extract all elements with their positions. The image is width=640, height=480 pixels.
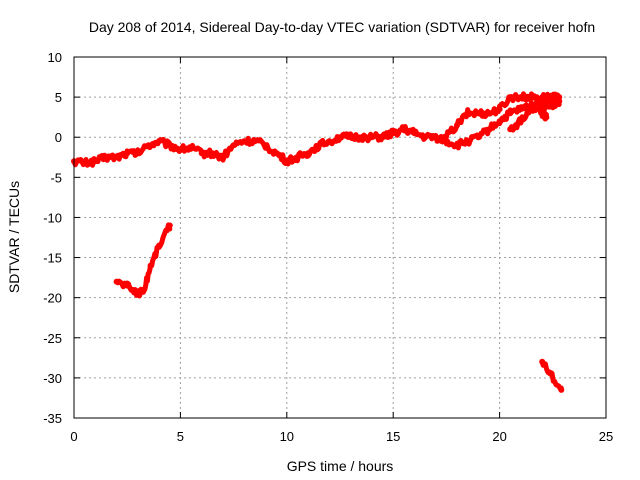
data-point [539, 358, 546, 365]
data-point [486, 110, 492, 117]
data-point [347, 134, 354, 141]
data-point [147, 262, 154, 269]
data-point [251, 138, 258, 145]
data-series [71, 91, 565, 393]
y-axis-label: SDTVAR / TECUs [6, 181, 22, 293]
data-point [166, 142, 173, 149]
data-point [337, 134, 343, 141]
y-tick-label: -20 [43, 291, 62, 306]
data-point [124, 282, 131, 289]
data-point [113, 154, 120, 161]
y-tick-label: -5 [50, 170, 62, 185]
data-point [464, 138, 471, 145]
data-point [539, 94, 546, 101]
data-point [507, 126, 514, 133]
y-tick-label: 0 [55, 130, 62, 145]
data-point [507, 94, 514, 101]
data-point [113, 278, 120, 285]
data-point [92, 158, 99, 165]
data-point [262, 142, 269, 149]
data-point [124, 150, 131, 157]
x-tick-label: 10 [280, 429, 294, 444]
y-tick-label: -35 [43, 411, 62, 426]
data-point [241, 138, 248, 145]
data-point [507, 110, 514, 117]
y-tick-label: -15 [43, 251, 62, 266]
data-point [439, 138, 446, 145]
data-point [315, 142, 322, 149]
series-2 [507, 98, 563, 133]
data-point [432, 134, 439, 141]
data-point [326, 138, 333, 145]
data-point [283, 158, 290, 165]
x-axis-label: GPS time / hours [287, 458, 394, 474]
plot-frame [73, 56, 607, 419]
data-point [556, 98, 563, 105]
data-point [166, 222, 173, 229]
y-tick-label: 5 [55, 90, 62, 105]
data-point [102, 154, 109, 161]
y-tick-label: 10 [48, 50, 62, 65]
data-point [496, 106, 503, 113]
data-point [177, 146, 184, 153]
data-point [156, 138, 163, 145]
chart-title: Day 208 of 2014, Sidereal Day-to-day VTE… [89, 19, 595, 35]
data-point [198, 150, 205, 157]
data-point [368, 134, 375, 141]
data-point [134, 150, 141, 157]
data-point [549, 94, 556, 101]
data-point [379, 134, 386, 141]
data-point [188, 144, 194, 151]
x-tick-label: 5 [177, 429, 184, 444]
data-point [411, 130, 418, 137]
data-point [141, 286, 148, 293]
data-point [558, 386, 565, 393]
data-point [400, 126, 407, 133]
data-point [454, 142, 460, 149]
data-point [81, 159, 88, 166]
series-line [71, 91, 562, 168]
data-point [534, 102, 541, 109]
data-point [528, 106, 535, 113]
data-point [549, 102, 556, 109]
data-point [145, 142, 152, 149]
y-tick-label: -30 [43, 371, 62, 386]
x-tick-label: 25 [599, 429, 613, 444]
data-point [486, 126, 492, 133]
data-point [305, 150, 312, 157]
data-point [273, 150, 280, 157]
series-0 [71, 91, 563, 168]
series-4 [113, 222, 173, 299]
data-point [454, 122, 460, 129]
data-point [517, 118, 524, 125]
data-point [220, 154, 226, 161]
data-point [547, 370, 554, 377]
y-tick-label: -10 [43, 210, 62, 225]
data-point [156, 242, 163, 249]
data-point [517, 94, 524, 101]
series-3 [534, 101, 550, 122]
data-point [230, 142, 237, 149]
data-point [422, 134, 429, 141]
data-point [539, 110, 546, 117]
data-point [517, 106, 524, 113]
data-point [294, 154, 301, 161]
data-point [475, 134, 482, 141]
data-point [496, 118, 503, 125]
data-point [390, 130, 397, 137]
y-tick-label: -25 [43, 331, 62, 346]
data-point [134, 290, 141, 297]
x-tick-label: 20 [492, 429, 506, 444]
data-point [209, 150, 216, 157]
data-point [475, 110, 482, 117]
data-point [358, 134, 365, 141]
data-point [528, 94, 535, 101]
x-tick-label: 0 [70, 429, 77, 444]
data-point [543, 114, 550, 121]
axis-ticks: 0 5 10 15 20 25 10 5 0 -5 -10 -15 -20 -25 -30 -35 [43, 50, 613, 444]
data-point [464, 110, 471, 117]
series-5 [539, 358, 565, 393]
x-tick-label: 15 [386, 429, 400, 444]
